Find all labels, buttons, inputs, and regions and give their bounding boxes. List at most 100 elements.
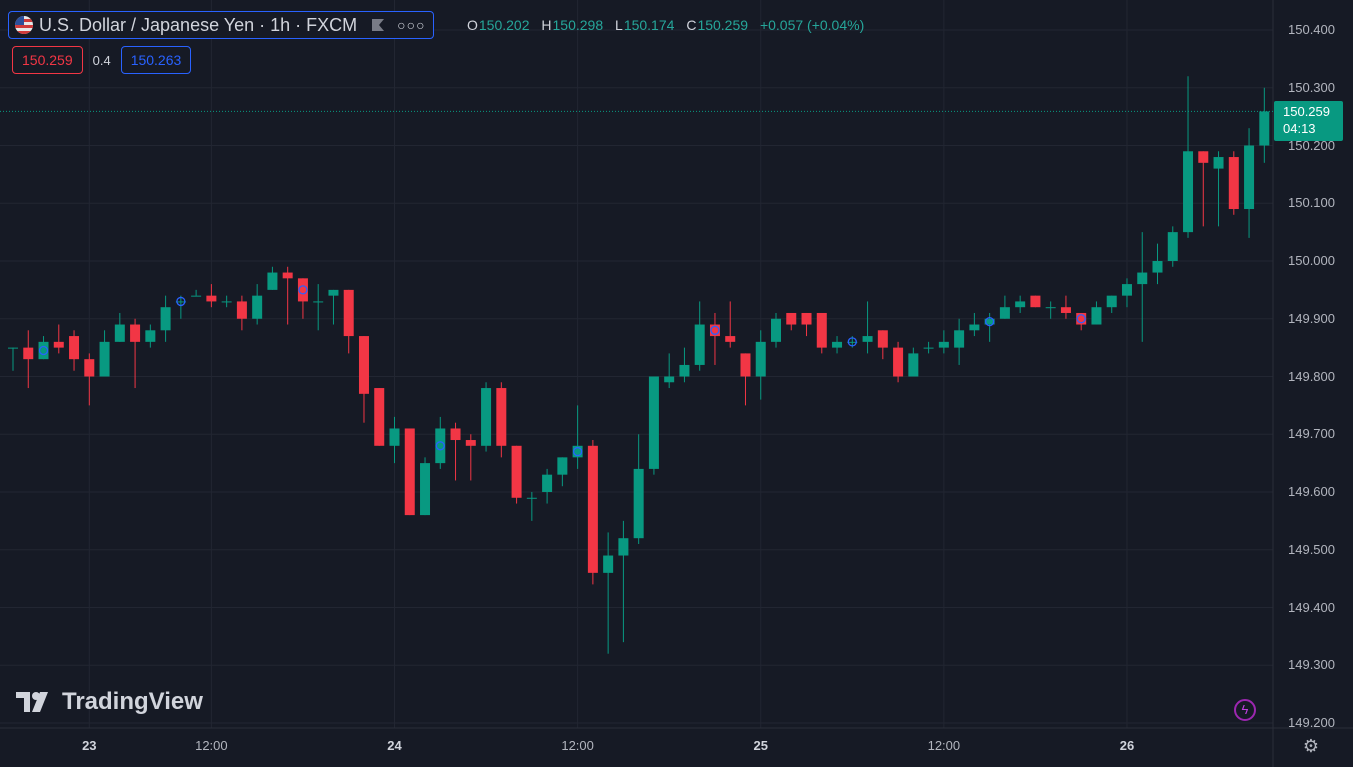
candle <box>587 440 598 585</box>
candle <box>175 295 186 319</box>
candle-body <box>1167 232 1178 261</box>
event-marker <box>572 446 583 457</box>
lightning-icon[interactable]: ϟ <box>1234 699 1256 721</box>
candle-body <box>832 341 843 348</box>
candle-body <box>1060 307 1071 313</box>
candle <box>786 312 797 331</box>
candle-body <box>893 347 904 377</box>
candle-body <box>221 301 232 303</box>
candle-body <box>786 312 797 325</box>
candle <box>633 434 644 544</box>
candle <box>53 324 64 354</box>
candle-body <box>1152 261 1163 273</box>
close-label: C <box>686 17 697 33</box>
candle <box>1091 301 1102 325</box>
candle <box>358 336 369 423</box>
candle <box>1152 243 1163 285</box>
candle-body <box>969 324 980 331</box>
price-tick-label: 150.100 <box>1288 195 1335 211</box>
candlestick-series <box>8 76 1270 654</box>
gear-icon[interactable]: ⚙ <box>1302 736 1320 756</box>
candle-body <box>99 341 110 377</box>
sell-price-button[interactable]: 150.259 <box>12 46 83 74</box>
candle-body <box>1198 151 1209 163</box>
candle <box>328 289 339 325</box>
candle-body <box>694 324 705 365</box>
candle <box>313 284 324 331</box>
candle <box>160 295 171 342</box>
candle <box>1030 295 1041 308</box>
candle <box>771 312 781 348</box>
candle <box>435 416 446 469</box>
candle <box>1259 87 1270 163</box>
candle <box>99 330 110 377</box>
candle <box>221 295 232 308</box>
candle <box>252 284 263 325</box>
last-price-value: 150.259 <box>1283 104 1330 119</box>
candle-body <box>1259 111 1270 146</box>
more-dots-icon[interactable]: ○○○ <box>397 17 426 33</box>
candle-body <box>771 318 781 342</box>
candle <box>267 266 278 290</box>
candle <box>130 318 141 389</box>
candle-body <box>114 324 125 342</box>
candle-body <box>603 555 614 573</box>
symbol-selector[interactable]: U.S. Dollar / Japanese Yen · 1h · FXCM ○… <box>8 11 434 39</box>
low-value: 150.174 <box>623 17 675 33</box>
candle <box>236 295 247 331</box>
candle <box>404 428 415 516</box>
candle <box>1183 76 1194 238</box>
candle-body <box>557 457 568 475</box>
tradingview-logo[interactable]: TradingView <box>16 688 203 716</box>
candle <box>1045 301 1056 319</box>
open-label: O <box>467 17 478 33</box>
candle-body <box>725 336 736 342</box>
candle-body <box>999 307 1010 319</box>
flag-icon[interactable] <box>371 18 385 32</box>
candle-body <box>862 336 873 342</box>
candle <box>832 336 843 354</box>
candle <box>297 278 308 319</box>
candle-body <box>130 324 141 342</box>
candle <box>374 388 385 446</box>
candle-body <box>1228 157 1239 210</box>
price-tick-label: 150.000 <box>1288 253 1335 268</box>
candle-body <box>252 295 263 319</box>
price-tick-label: 149.800 <box>1288 368 1335 384</box>
candle <box>1121 278 1132 308</box>
symbol-title: U.S. Dollar / Japanese Yen · 1h · FXCM <box>39 14 358 35</box>
candle <box>618 520 629 643</box>
candle <box>664 353 675 389</box>
candle-body <box>633 468 644 539</box>
candle-body <box>282 272 293 279</box>
candle <box>893 341 904 383</box>
time-tick-label: 12:00 <box>561 738 594 753</box>
candle <box>1076 312 1087 331</box>
change-value: +0.057 (+0.04%) <box>759 17 865 33</box>
candle <box>1015 295 1026 313</box>
candle-body <box>404 428 415 516</box>
candle-body <box>38 341 49 360</box>
price-tick-label: 149.900 <box>1288 310 1335 326</box>
candle <box>84 353 95 406</box>
event-markers <box>38 285 1086 457</box>
price-tick-label: 150.400 <box>1288 22 1335 37</box>
price-tick-label: 149.400 <box>1288 599 1335 615</box>
candle-body <box>328 289 339 296</box>
candle-body <box>984 318 995 325</box>
buy-price-button[interactable]: 150.263 <box>120 46 192 74</box>
time-tick-label: 26 <box>1119 738 1135 753</box>
close-value: 150.259 <box>697 17 749 33</box>
candle <box>1167 226 1178 267</box>
candle <box>969 312 980 337</box>
event-marker <box>176 296 186 307</box>
candle-body <box>816 312 827 348</box>
last-price-tag: 150.259 04:13 <box>1274 101 1343 141</box>
candle-body <box>69 336 80 360</box>
candle <box>145 324 156 348</box>
candle-body <box>511 445 522 498</box>
candle <box>542 468 553 504</box>
candle <box>740 353 751 406</box>
